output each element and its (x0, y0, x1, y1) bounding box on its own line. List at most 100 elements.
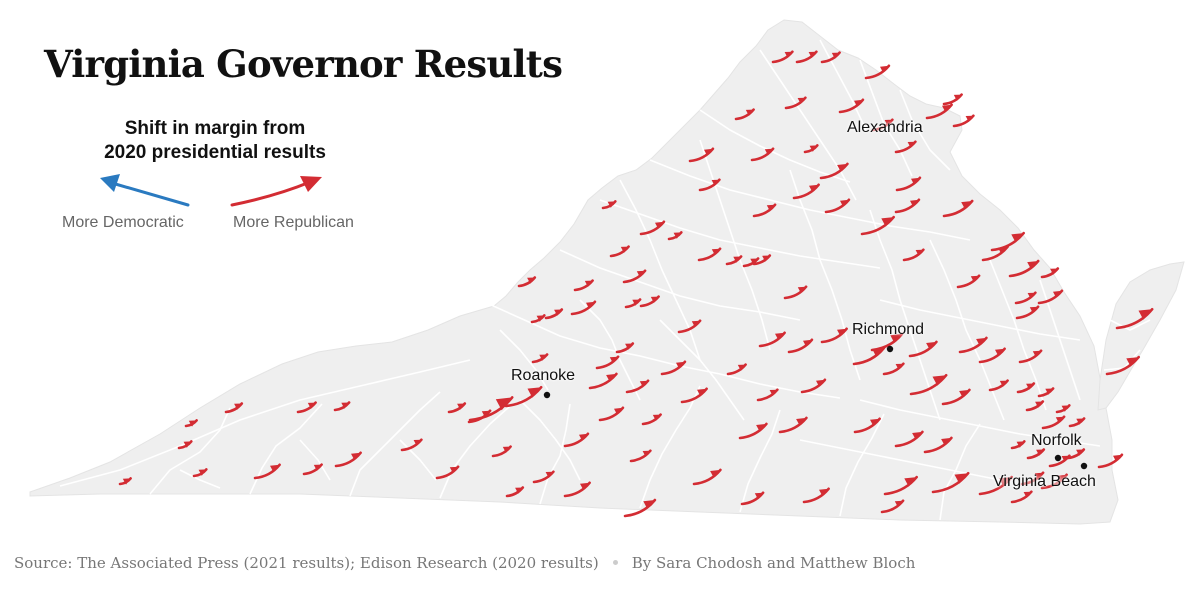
shift-arrow-head (999, 380, 1008, 387)
shift-arrow-head (1011, 233, 1024, 243)
shift-arrow-head (912, 431, 923, 440)
shift-arrow-head (1050, 268, 1058, 275)
roanoke-marker (543, 391, 551, 399)
county-border (519, 399, 581, 481)
shift-arrow-head (754, 492, 764, 500)
shift-arrow-head (609, 356, 619, 364)
footer: Source: The Associated Press (2021 resul… (14, 554, 915, 572)
shift-arrow-head (676, 361, 685, 369)
shift-arrow-head (819, 488, 829, 497)
shift-arrow-head (554, 309, 562, 316)
city-markers (543, 345, 1088, 470)
city-label-roanoke: Roanoke (511, 367, 576, 384)
city-label-virginia-beach: Virginia Beach (993, 473, 1096, 490)
city-label-richmond: Richmond (852, 321, 925, 338)
shift-arrow-head (711, 248, 721, 256)
legend-title-line-1: Shift in margin from (124, 118, 306, 139)
shift-arrow-head (652, 414, 661, 421)
county-border (839, 413, 885, 517)
virginia-map (29, 19, 1185, 525)
shift-arrow-head (733, 256, 742, 263)
shift-arrow-head (351, 452, 361, 461)
eastern-shore-shape (1097, 261, 1185, 411)
richmond-marker (886, 345, 894, 353)
shift-arrow-head (313, 464, 322, 471)
shift-arrow-head (536, 315, 545, 322)
county-border (1109, 319, 1151, 331)
shift-arrow-head (895, 363, 904, 370)
shift-arrow-head (766, 204, 776, 212)
shift-arrow-head (1036, 449, 1044, 456)
county-border (659, 319, 745, 421)
shift-arrow-head (881, 217, 894, 227)
legend-title: Shift in margin from 2020 presidential r… (60, 117, 370, 165)
shift-arrow-head (837, 328, 847, 337)
county-border (859, 59, 913, 177)
shift-arrow-head (614, 407, 623, 415)
shift-arrow-head (704, 148, 713, 156)
shift-arrow-head (413, 439, 422, 446)
shift-arrow-head (636, 270, 646, 278)
shift-arrow-head (545, 471, 554, 478)
city-label-alexandria: Alexandria (847, 119, 923, 136)
shift-arrow-head (816, 379, 825, 387)
shift-arrow-head (643, 500, 655, 509)
shift-arrow-head (1023, 491, 1032, 498)
county-border (1039, 279, 1081, 401)
shift-arrow-head (995, 348, 1005, 357)
shift-arrow-head (1076, 418, 1085, 425)
shift-arrow-head (1126, 357, 1139, 367)
legend-arrow-republican-head (300, 176, 322, 192)
shift-arrow-head (840, 199, 849, 207)
county-border (539, 403, 571, 505)
shift-arrow-head (756, 423, 767, 432)
shift-arrow-head (515, 487, 523, 494)
county-border (639, 385, 701, 509)
shift-arrow-head (1053, 290, 1062, 298)
shift-arrow-head (745, 109, 754, 116)
shift-arrow-head (1026, 383, 1034, 390)
county-border (989, 259, 1047, 411)
shift-arrow-head (642, 450, 651, 457)
city-label-norfolk: Norfolk (1031, 432, 1082, 449)
shift-arrow-head (797, 97, 806, 104)
shift-arrow-head (691, 320, 701, 328)
shift-arrow-head (907, 141, 916, 148)
shift-arrow-head (803, 339, 812, 347)
shift-arrow-head (697, 388, 707, 397)
shift-arrow-head (1035, 401, 1043, 408)
shift-arrow-head (1138, 309, 1153, 320)
norfolk-marker (1054, 454, 1062, 462)
shift-arrow-head (915, 249, 924, 256)
shift-arrow-head (198, 469, 207, 476)
county-border (699, 109, 851, 183)
shift-arrow-head (234, 403, 242, 410)
shift-arrow-head (580, 482, 590, 491)
shift-arrow-head (710, 469, 721, 478)
shift-arrow-head (808, 51, 817, 58)
shift-arrow-head (341, 402, 350, 409)
shift-arrow-head (620, 246, 629, 253)
shift-arrow-head (961, 201, 973, 210)
shift-arrow-head (784, 51, 793, 58)
shift-arrow-head (880, 65, 889, 73)
shift-arrow-head (632, 299, 641, 306)
county-border (819, 39, 867, 131)
legend-label-more-republican: More Republican (233, 214, 354, 231)
shift-arrow-head (1076, 449, 1084, 456)
shift-arrow-head (809, 184, 819, 193)
legend-arrow-republican-shaft (230, 180, 312, 207)
shift-arrow-head (884, 119, 893, 126)
source-credit: Source: The Associated Press (2021 resul… (14, 554, 599, 572)
shift-arrow-head (809, 145, 818, 152)
county-border (439, 405, 511, 499)
legend-arrow-democratic-head (100, 174, 120, 192)
county-border (579, 299, 641, 401)
shift-arrow-head (625, 343, 633, 350)
shift-arrow-head (1045, 388, 1054, 395)
shift-arrow-head (495, 397, 513, 411)
shift-arrow-head (1029, 306, 1039, 314)
shift-arrow-head (750, 258, 759, 265)
shift-arrow-head (954, 473, 969, 484)
legend-label-more-democratic: More Democratic (62, 214, 184, 231)
